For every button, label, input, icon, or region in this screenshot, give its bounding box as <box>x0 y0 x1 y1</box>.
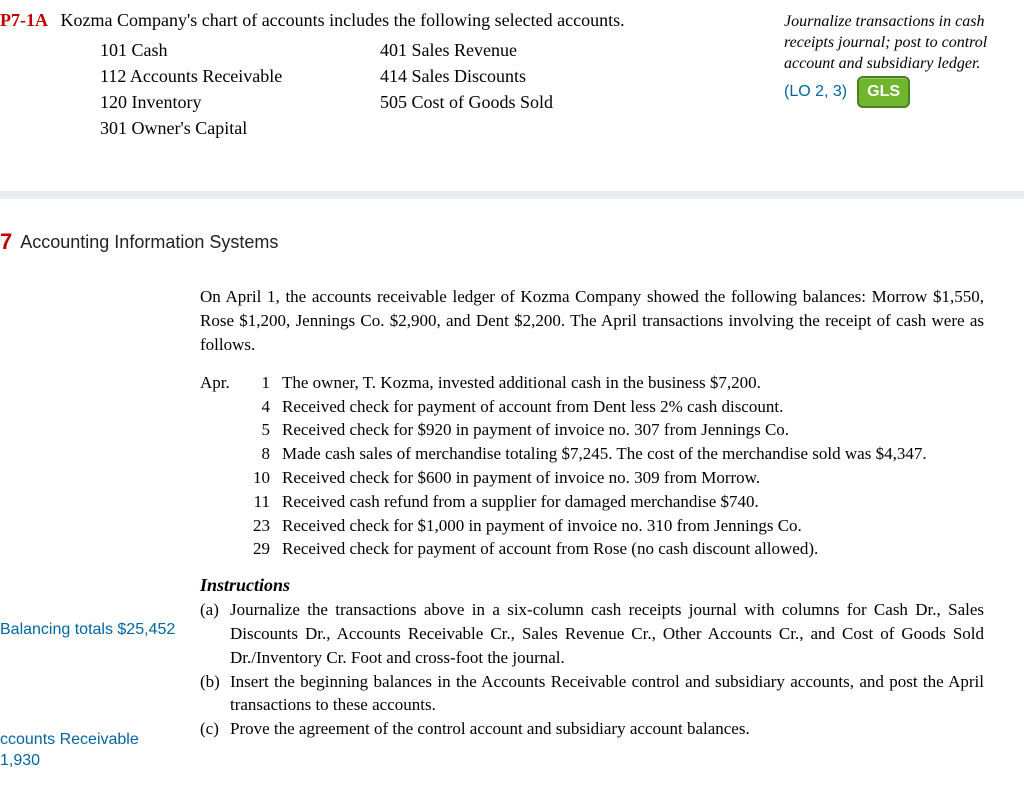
lo-text: (LO 2, 3) <box>784 83 847 101</box>
transaction-row: 29 Received check for payment of account… <box>200 537 984 561</box>
intro-text: Kozma Company's chart of accounts includ… <box>61 10 625 30</box>
account-item: 414 Sales Discounts <box>380 63 660 89</box>
transaction-row: 10 Received check for $600 in payment of… <box>200 466 984 490</box>
trans-month <box>200 514 252 538</box>
body-section: Balancing totals $25,452 ccounts Receiva… <box>0 285 1024 741</box>
accounts-grid: 101 Cash 112 Accounts Receivable 120 Inv… <box>100 37 784 141</box>
transaction-row: 23 Received check for $1,000 in payment … <box>200 514 984 538</box>
trans-month <box>200 537 252 561</box>
section-header: 7 Accounting Information Systems <box>0 229 1024 255</box>
trans-desc: Received check for $1,000 in payment of … <box>282 514 984 538</box>
trans-day: 10 <box>252 466 282 490</box>
transaction-row: 11 Received cash refund from a supplier … <box>200 490 984 514</box>
trans-day: 4 <box>252 395 282 419</box>
transaction-row: 8 Made cash sales of merchandise totalin… <box>200 442 984 466</box>
instruction-row: (c) Prove the agreement of the control a… <box>200 717 984 741</box>
accounts-col-2: 401 Sales Revenue 414 Sales Discounts 50… <box>380 37 660 141</box>
trans-month: Apr. <box>200 371 252 395</box>
trans-desc: Received check for payment of account fr… <box>282 395 984 419</box>
trans-desc: Received check for payment of account fr… <box>282 537 984 561</box>
objective-text: Journalize transactions in cash receipts… <box>784 12 1004 74</box>
side-note-ar: ccounts Receivable 1,930 <box>0 730 139 772</box>
instruction-text: Prove the agreement of the control accou… <box>230 717 984 741</box>
trans-month <box>200 395 252 419</box>
trans-day: 11 <box>252 490 282 514</box>
instruction-label: (b) <box>200 670 230 718</box>
trans-day: 23 <box>252 514 282 538</box>
instruction-label: (c) <box>200 717 230 741</box>
transaction-row: Apr. 1 The owner, T. Kozma, invested add… <box>200 371 984 395</box>
divider <box>0 191 1024 199</box>
instruction-row: (a) Journalize the transactions above in… <box>200 598 984 669</box>
account-item: 301 Owner's Capital <box>100 115 380 141</box>
account-item: 401 Sales Revenue <box>380 37 660 63</box>
instruction-text: Journalize the transactions above in a s… <box>230 598 984 669</box>
trans-desc: Received cash refund from a supplier for… <box>282 490 984 514</box>
trans-desc: The owner, T. Kozma, invested additional… <box>282 371 984 395</box>
instructions-header: Instructions <box>200 575 984 596</box>
side-note-ar-line1: ccounts Receivable <box>0 731 139 748</box>
trans-desc: Received check for $920 in payment of in… <box>282 418 984 442</box>
trans-day: 5 <box>252 418 282 442</box>
section-title: Accounting Information Systems <box>20 232 278 253</box>
section-number: 7 <box>0 229 12 255</box>
trans-month <box>200 418 252 442</box>
transaction-row: 4 Received check for payment of account … <box>200 395 984 419</box>
transactions-list: Apr. 1 The owner, T. Kozma, invested add… <box>200 371 984 561</box>
top-section: P7-1A Kozma Company's chart of accounts … <box>0 0 1024 171</box>
side-note-ar-line2: 1,930 <box>0 752 40 769</box>
trans-desc: Made cash sales of merchandise totaling … <box>282 442 984 466</box>
account-item: 101 Cash <box>100 37 380 63</box>
instruction-label: (a) <box>200 598 230 669</box>
account-item: 505 Cost of Goods Sold <box>380 89 660 115</box>
instruction-row: (b) Insert the beginning balances in the… <box>200 670 984 718</box>
account-item: 120 Inventory <box>100 89 380 115</box>
transaction-row: 5 Received check for $920 in payment of … <box>200 418 984 442</box>
lo-line: (LO 2, 3) GLS <box>784 76 1004 108</box>
trans-day: 1 <box>252 371 282 395</box>
problem-id: P7-1A <box>0 10 48 30</box>
top-left: P7-1A Kozma Company's chart of accounts … <box>0 10 784 141</box>
intro-line: P7-1A Kozma Company's chart of accounts … <box>0 10 784 31</box>
trans-desc: Received check for $600 in payment of in… <box>282 466 984 490</box>
trans-month <box>200 442 252 466</box>
trans-day: 8 <box>252 442 282 466</box>
trans-month <box>200 490 252 514</box>
body-intro: On April 1, the accounts receivable ledg… <box>200 285 984 356</box>
accounts-col-1: 101 Cash 112 Accounts Receivable 120 Inv… <box>100 37 380 141</box>
side-note-balancing: Balancing totals $25,452 <box>0 620 175 641</box>
trans-month <box>200 466 252 490</box>
trans-day: 29 <box>252 537 282 561</box>
instruction-text: Insert the beginning balances in the Acc… <box>230 670 984 718</box>
top-right: Journalize transactions in cash receipts… <box>784 10 1004 108</box>
account-item: 112 Accounts Receivable <box>100 63 380 89</box>
gls-badge-icon: GLS <box>857 76 910 108</box>
